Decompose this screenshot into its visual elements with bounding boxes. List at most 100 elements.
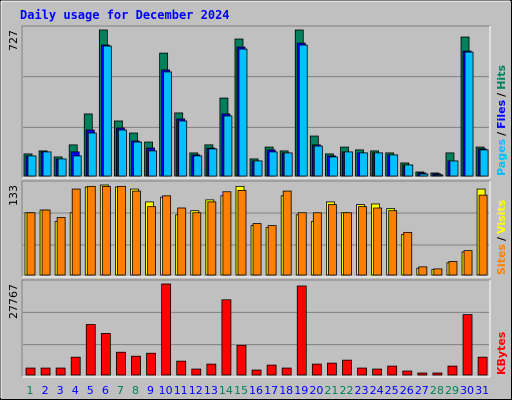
x-tick-label: 27 xyxy=(415,384,429,397)
bar xyxy=(193,155,203,177)
bar xyxy=(118,129,127,177)
chart-title: Daily usage for December 2024 xyxy=(20,8,230,22)
bar xyxy=(238,48,248,177)
bar xyxy=(462,314,473,376)
x-tick-label: 25 xyxy=(385,384,399,397)
x-tick-label: 10 xyxy=(159,384,173,397)
bar xyxy=(463,250,473,276)
bar xyxy=(358,206,367,276)
bar xyxy=(327,204,337,276)
x-tick-label: 31 xyxy=(475,384,489,397)
x-tick-label: 22 xyxy=(339,384,353,397)
bar xyxy=(477,356,488,376)
bar xyxy=(328,156,338,177)
legend-entry: Visits xyxy=(495,199,508,234)
bar xyxy=(266,364,277,376)
bar xyxy=(417,372,428,376)
bar xyxy=(297,212,307,276)
bar xyxy=(25,367,36,376)
legend: Pages / Files / Hits xyxy=(495,65,508,176)
bar xyxy=(267,225,277,276)
bar xyxy=(27,155,37,177)
bar xyxy=(237,190,247,276)
x-tick-label: 4 xyxy=(72,384,79,397)
bar xyxy=(101,185,111,276)
bar xyxy=(283,152,293,177)
legend-entry: Sites xyxy=(495,244,508,275)
x-tick-label: 5 xyxy=(87,384,94,397)
bar xyxy=(387,365,398,376)
bar xyxy=(432,372,443,376)
x-tick-label: 16 xyxy=(249,384,263,397)
y-tick-label: 133 xyxy=(7,185,20,206)
bar xyxy=(464,51,474,177)
bar xyxy=(223,115,233,177)
bar xyxy=(296,285,307,376)
legend-separator: / xyxy=(495,236,508,241)
x-tick-label: 13 xyxy=(204,384,218,397)
x-tick-label: 26 xyxy=(400,384,414,397)
panel xyxy=(21,279,491,378)
x-tick-label: 6 xyxy=(102,384,109,397)
bar xyxy=(162,195,172,276)
bar xyxy=(253,160,263,177)
bar xyxy=(359,152,368,177)
bar xyxy=(252,223,262,276)
bar xyxy=(55,367,66,376)
bar xyxy=(236,344,247,376)
x-tick-label: 24 xyxy=(370,384,384,397)
x-tick-label: 30 xyxy=(460,384,474,397)
bar xyxy=(268,151,278,177)
bar xyxy=(131,355,141,376)
bar xyxy=(41,209,51,276)
bar xyxy=(313,145,323,177)
bar xyxy=(176,360,187,376)
bar xyxy=(448,261,458,276)
x-tick-label: 23 xyxy=(355,384,369,397)
bar xyxy=(372,368,383,376)
x-tick-label: 17 xyxy=(264,384,278,397)
bar xyxy=(85,324,96,376)
bar xyxy=(388,210,398,276)
x-tick-label: 12 xyxy=(189,384,203,397)
bar xyxy=(42,151,52,177)
bar xyxy=(389,154,399,177)
bar xyxy=(222,191,232,276)
bar xyxy=(208,148,218,177)
bar xyxy=(402,370,413,376)
x-tick-label: 20 xyxy=(309,384,323,397)
bar xyxy=(404,164,414,177)
x-tick-label: 19 xyxy=(294,384,308,397)
bar xyxy=(403,231,413,276)
legend-entry: Hits xyxy=(495,65,508,90)
x-tick-label: 8 xyxy=(132,384,139,397)
bar xyxy=(478,194,488,276)
bar xyxy=(116,351,126,376)
bar xyxy=(221,299,232,376)
bar xyxy=(434,174,444,177)
bar xyxy=(86,185,96,276)
x-tick-label: 2 xyxy=(42,384,49,397)
bar xyxy=(447,365,458,376)
bar xyxy=(419,173,429,177)
bar xyxy=(282,190,292,276)
bar xyxy=(343,212,352,276)
legend-entry: Files xyxy=(495,99,508,129)
bar xyxy=(298,44,308,177)
bar xyxy=(161,283,172,376)
bar xyxy=(148,150,157,177)
bar xyxy=(146,352,156,376)
bar xyxy=(207,201,217,276)
bar xyxy=(102,45,112,177)
bar xyxy=(72,155,82,177)
bar xyxy=(191,368,202,376)
x-tick-label: 28 xyxy=(430,384,444,397)
bar xyxy=(326,362,337,376)
bar xyxy=(281,367,292,376)
bar xyxy=(178,120,188,177)
legend-separator: / xyxy=(495,92,508,97)
bar xyxy=(374,152,384,177)
legend: Sites / Visits xyxy=(495,199,508,275)
x-tick-label: 7 xyxy=(117,384,124,397)
